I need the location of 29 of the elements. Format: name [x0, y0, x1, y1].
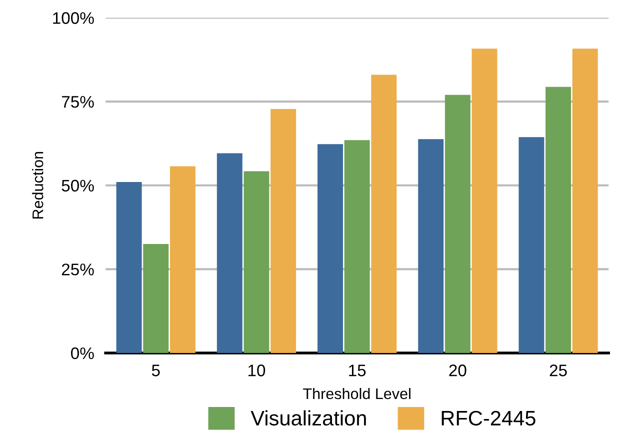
bar: [216, 153, 242, 353]
x-tick-label: 25: [550, 364, 567, 376]
bar: [444, 94, 470, 353]
bar: [472, 48, 498, 353]
y-tick-label: 25%: [62, 264, 94, 276]
bar: [244, 171, 270, 353]
x-tick-label: 15: [349, 364, 366, 376]
y-axis-title: Reduction: [32, 152, 44, 219]
y-tick-label: 0%: [71, 347, 94, 360]
bar: [546, 86, 572, 353]
y-tick-label: 75%: [62, 96, 94, 108]
y-tick-label: 100%: [53, 12, 94, 24]
bar: [371, 74, 397, 353]
legend-label: Visualization: [250, 410, 366, 426]
bar: [170, 166, 196, 353]
bar: [270, 108, 296, 353]
bar: [418, 139, 444, 353]
x-tick-label: 10: [248, 364, 266, 376]
y-tick-label: 50%: [62, 180, 94, 192]
bar: [344, 140, 370, 353]
bar: [572, 48, 598, 353]
bar: [518, 137, 544, 353]
x-tick-label: 5: [152, 364, 160, 376]
bar: [116, 182, 142, 353]
x-tick-label: 20: [449, 364, 466, 376]
x-axis-title: Threshold Level: [303, 388, 410, 400]
legend-label: RFC-2445: [442, 410, 536, 426]
bar: [143, 244, 169, 353]
bar: [318, 144, 343, 353]
